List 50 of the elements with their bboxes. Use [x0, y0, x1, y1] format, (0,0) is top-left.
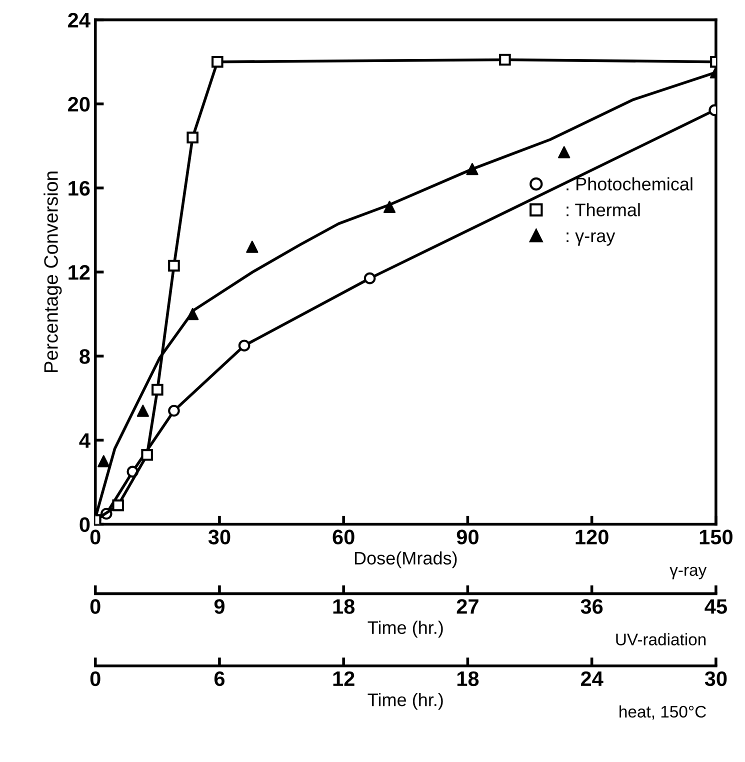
x-tick-label: 120 [576, 530, 608, 544]
y-tick-label: 8 [80, 349, 90, 364]
x-tick-label: 30 [208, 530, 230, 544]
y-tick-label: 0 [80, 517, 90, 532]
y-tick-label: 16 [68, 180, 90, 196]
x-tick-label: 36 [580, 599, 603, 614]
x-tick-label: 60 [332, 530, 354, 544]
x-tick-label: 0 [90, 599, 100, 614]
x-axis-title: Dose(Mrads) [354, 551, 457, 568]
point [246, 240, 258, 253]
x-tick-label: 0 [90, 530, 100, 544]
point [136, 404, 150, 417]
x-axis-title: Time (hr.) [368, 692, 443, 710]
legend-label: : γ-ray [566, 232, 616, 246]
text: UV-radiation [616, 633, 706, 646]
y-tick-label: 24 [68, 12, 90, 28]
point [98, 455, 110, 468]
x-tick-label: 90 [456, 530, 478, 544]
point [466, 162, 478, 176]
point [383, 200, 396, 213]
point [558, 146, 570, 158]
point [112, 499, 124, 512]
x-tick-label: 150 [700, 530, 732, 544]
point [364, 272, 376, 284]
x-tick-label: 6 [214, 671, 225, 686]
text: γ-ray [670, 566, 707, 580]
point [152, 384, 164, 396]
point [168, 404, 180, 417]
point [186, 132, 198, 144]
y-tick-label: 20 [68, 96, 90, 112]
x-tick-label: 45 [704, 599, 727, 614]
y-tick-label: 4 [79, 433, 90, 448]
point [212, 56, 224, 68]
x-tick-label: 12 [333, 671, 354, 686]
x-tick-label: 9 [214, 599, 224, 614]
x-tick-label: 18 [457, 671, 479, 686]
x-tick-label: 30 [704, 671, 727, 686]
x-axis-title: Time (hr.) [368, 620, 443, 638]
x-tick-label: 18 [333, 599, 355, 614]
y-tick-label: 12 [68, 265, 90, 280]
text: heat, 150°C [620, 705, 706, 720]
point [141, 448, 153, 461]
point [238, 340, 250, 352]
y-axis-title: Percentage Conversion [44, 172, 62, 372]
text: : Thermal [566, 203, 640, 216]
x-tick-label: 27 [456, 599, 478, 614]
x-tick-label: 24 [580, 671, 604, 686]
point [168, 260, 180, 272]
point [186, 308, 199, 320]
x-tick-label: 0 [90, 671, 100, 686]
